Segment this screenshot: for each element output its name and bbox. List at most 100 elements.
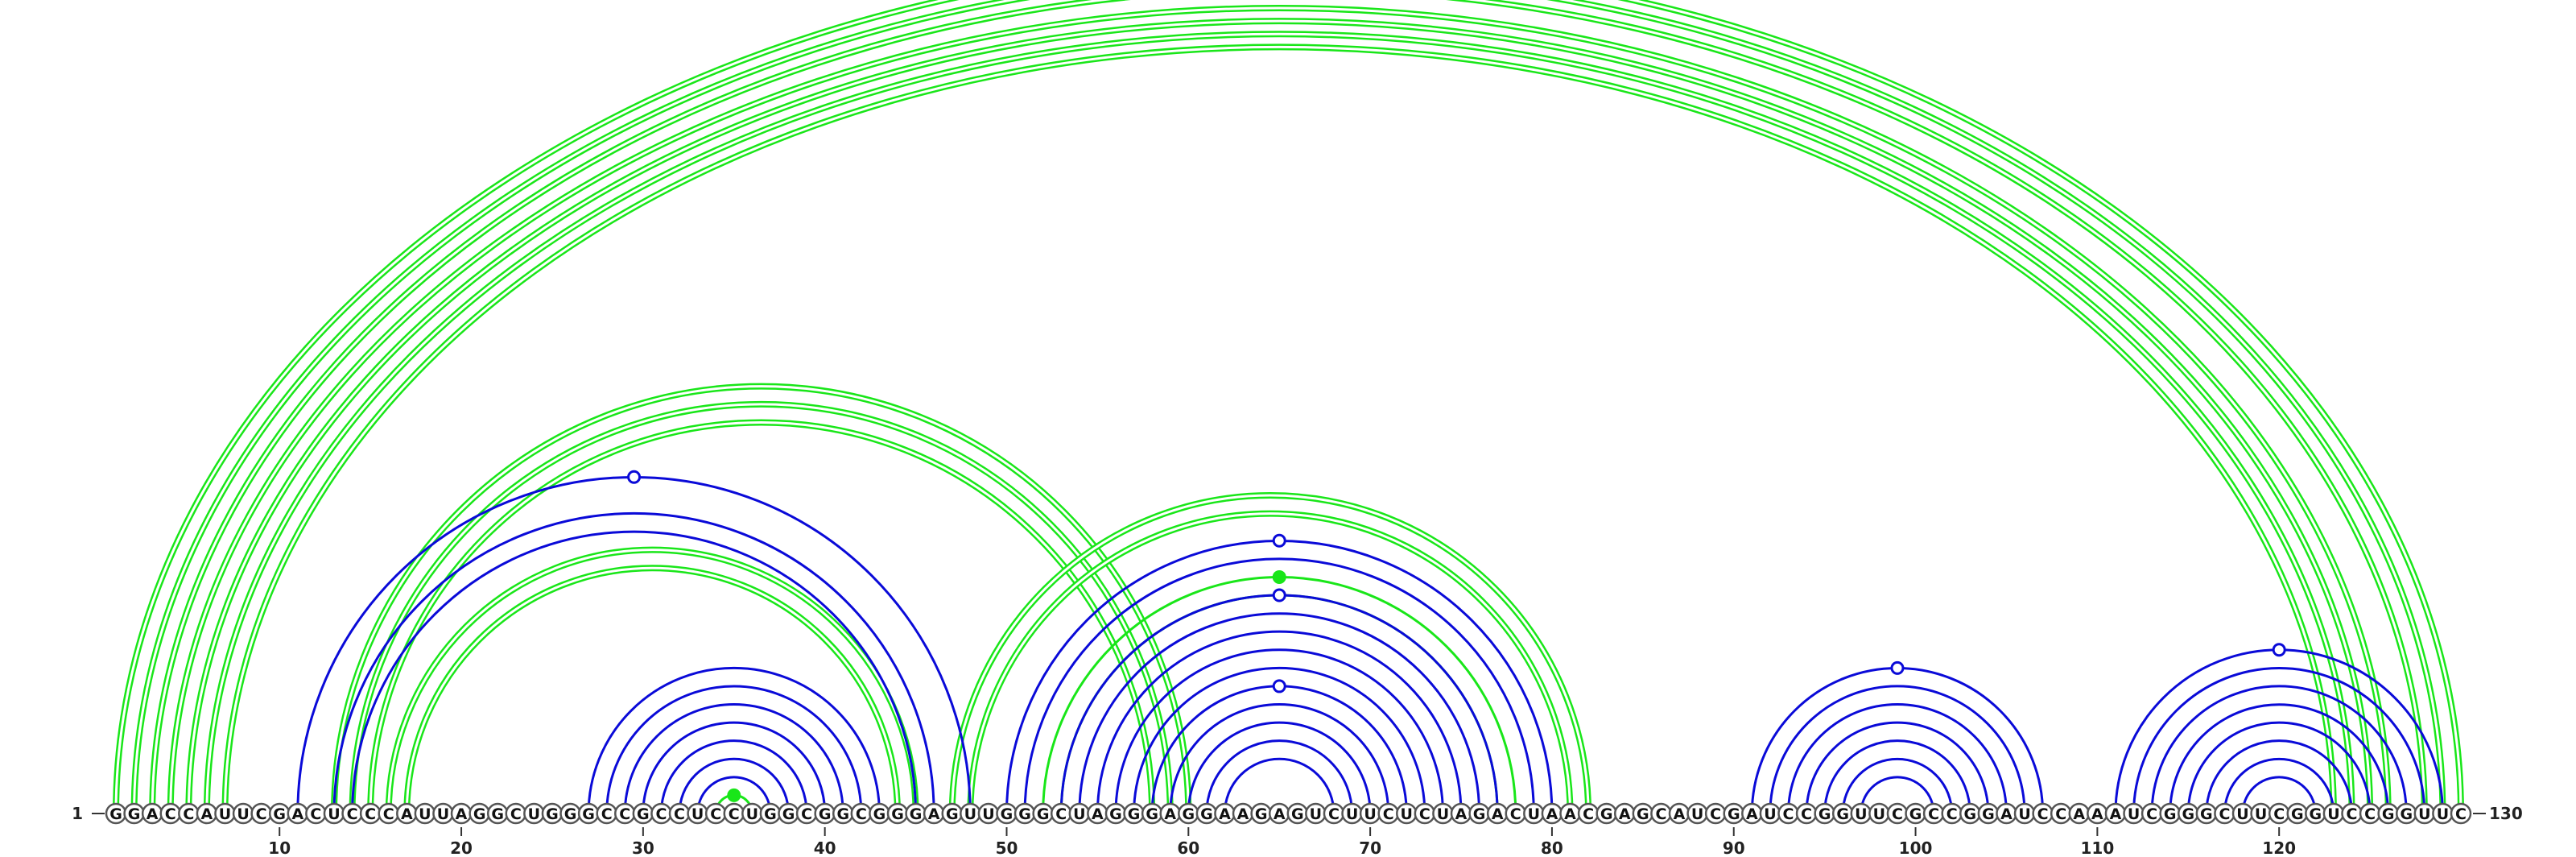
nucleotide: C	[1415, 804, 1435, 823]
nucleotide-letter: U	[419, 805, 431, 823]
nucleotide-letter: A	[1564, 805, 1576, 823]
base-pair-arc	[2116, 650, 2442, 814]
nucleotide: U	[1397, 804, 1416, 823]
nucleotide: A	[2070, 804, 2089, 823]
nucleotide: A	[924, 804, 943, 823]
nucleotide: C	[615, 804, 634, 823]
nucleotide-letter: C	[1801, 805, 1812, 823]
nucleotide-letter: C	[256, 805, 267, 823]
axis-tick-label: 80	[1541, 838, 1563, 857]
nucleotide-letter: C	[674, 805, 685, 823]
nucleotide: C	[2215, 804, 2234, 823]
nucleotide-letter: G	[910, 805, 923, 823]
nucleotide: C	[2451, 804, 2471, 823]
nucleotide: U	[1070, 804, 1089, 823]
nucleotide: A	[1215, 804, 1234, 823]
nucleotide: C	[1924, 804, 1943, 823]
nucleotide: A	[1451, 804, 1471, 823]
nucleotide: G	[470, 804, 489, 823]
nucleotide: G	[1288, 804, 1307, 823]
nucleotide: U	[2324, 804, 2343, 823]
helix-marker-open	[1274, 535, 1285, 546]
nucleotide-letter: U	[1691, 805, 1703, 823]
nucleotide-letter: A	[1746, 805, 1758, 823]
nucleotide-letter: G	[1255, 805, 1268, 823]
nucleotide-letter: A	[1092, 805, 1104, 823]
nucleotide: G	[1106, 804, 1125, 823]
nucleotide: A	[1996, 804, 2016, 823]
nucleotide-letter: C	[710, 805, 721, 823]
nucleotide: G	[943, 804, 962, 823]
nucleotide: C	[797, 804, 816, 823]
nucleotide: C	[179, 804, 198, 823]
nucleotide-letter: U	[2437, 805, 2449, 823]
nucleotide-letter: A	[456, 805, 468, 823]
nucleotide: U	[324, 804, 344, 823]
base-pair-arc-gap	[134, 0, 2443, 814]
nucleotide: G	[779, 804, 799, 823]
nucleotide-letter: C	[1892, 805, 1903, 823]
axis-tick-label: 120	[2262, 838, 2296, 857]
nucleotide-letter: C	[1419, 805, 1430, 823]
nucleotide-letter: U	[982, 805, 994, 823]
nucleotide: U	[215, 804, 234, 823]
nucleotide-letter: G	[1637, 805, 1649, 823]
axis-tick-label: 70	[1359, 838, 1381, 857]
base-pair-arc	[1806, 722, 1988, 814]
axis-tick-label: 110	[2080, 838, 2114, 857]
nucleotide-letter: G	[1963, 805, 1976, 823]
nucleotide: U	[688, 804, 708, 823]
nucleotide-letter: A	[1164, 805, 1176, 823]
nucleotide-letter: C	[2455, 805, 2467, 823]
nucleotide: G	[833, 804, 852, 823]
nucleotide-letter: C	[1655, 805, 1666, 823]
nucleotide: C	[1051, 804, 1071, 823]
nucleotide: A	[1615, 804, 1634, 823]
nucleotide: G	[761, 804, 780, 823]
nucleotide-letter: C	[183, 805, 194, 823]
nucleotide-letter: U	[1073, 805, 1085, 823]
nucleotide: C	[1942, 804, 1962, 823]
nucleotide-letter: C	[2347, 805, 2358, 823]
nucleotide: C	[343, 804, 362, 823]
nucleotide-letter: C	[1583, 805, 1594, 823]
nucleotide-letter: G	[873, 805, 886, 823]
nucleotide-letter: G	[564, 805, 577, 823]
nucleotide: C	[1778, 804, 1798, 823]
nucleotide-letter: U	[219, 805, 231, 823]
nucleotide-letter: G	[637, 805, 650, 823]
nucleotide: A	[2087, 804, 2107, 823]
nucleotide-letter: U	[328, 805, 340, 823]
helix-marker-open	[2273, 644, 2285, 656]
nucleotide-letter: C	[619, 805, 630, 823]
nucleotide: G	[1724, 804, 1744, 823]
nucleotide-letter: G	[473, 805, 486, 823]
nucleotide-letter: U	[2255, 805, 2267, 823]
nucleotide: G	[2379, 804, 2398, 823]
nucleotide: A	[452, 804, 471, 823]
nucleotide-letter: U	[1764, 805, 1776, 823]
nucleotide-letter: C	[1383, 805, 1394, 823]
nucleotide: G	[2306, 804, 2325, 823]
nucleotide: G	[579, 804, 598, 823]
nucleotide-letter: G	[2164, 805, 2177, 823]
base-pair-arc-gap	[152, 0, 2425, 814]
nucleotide: U	[433, 804, 452, 823]
nucleotide: U	[1360, 804, 1380, 823]
base-pair-arc-outline	[188, 21, 2370, 814]
axis-tick-label: 20	[450, 838, 473, 857]
nucleotide: G	[1815, 804, 1835, 823]
nucleotide: U	[2252, 804, 2271, 823]
nucleotide: A	[397, 804, 416, 823]
nucleotide: U	[1343, 804, 1362, 823]
base-pair-arc-gap	[370, 423, 1152, 814]
nucleotide: G	[1179, 804, 1198, 823]
nucleotide-letter: U	[1401, 805, 1413, 823]
nucleotide-letter: A	[2073, 805, 2085, 823]
nucleotide-letter: C	[510, 805, 522, 823]
nucleotide: A	[1233, 804, 1253, 823]
nucleotide: C	[597, 804, 617, 823]
nucleotide-letter: A	[1237, 805, 1249, 823]
nucleotide-letter: G	[819, 805, 832, 823]
